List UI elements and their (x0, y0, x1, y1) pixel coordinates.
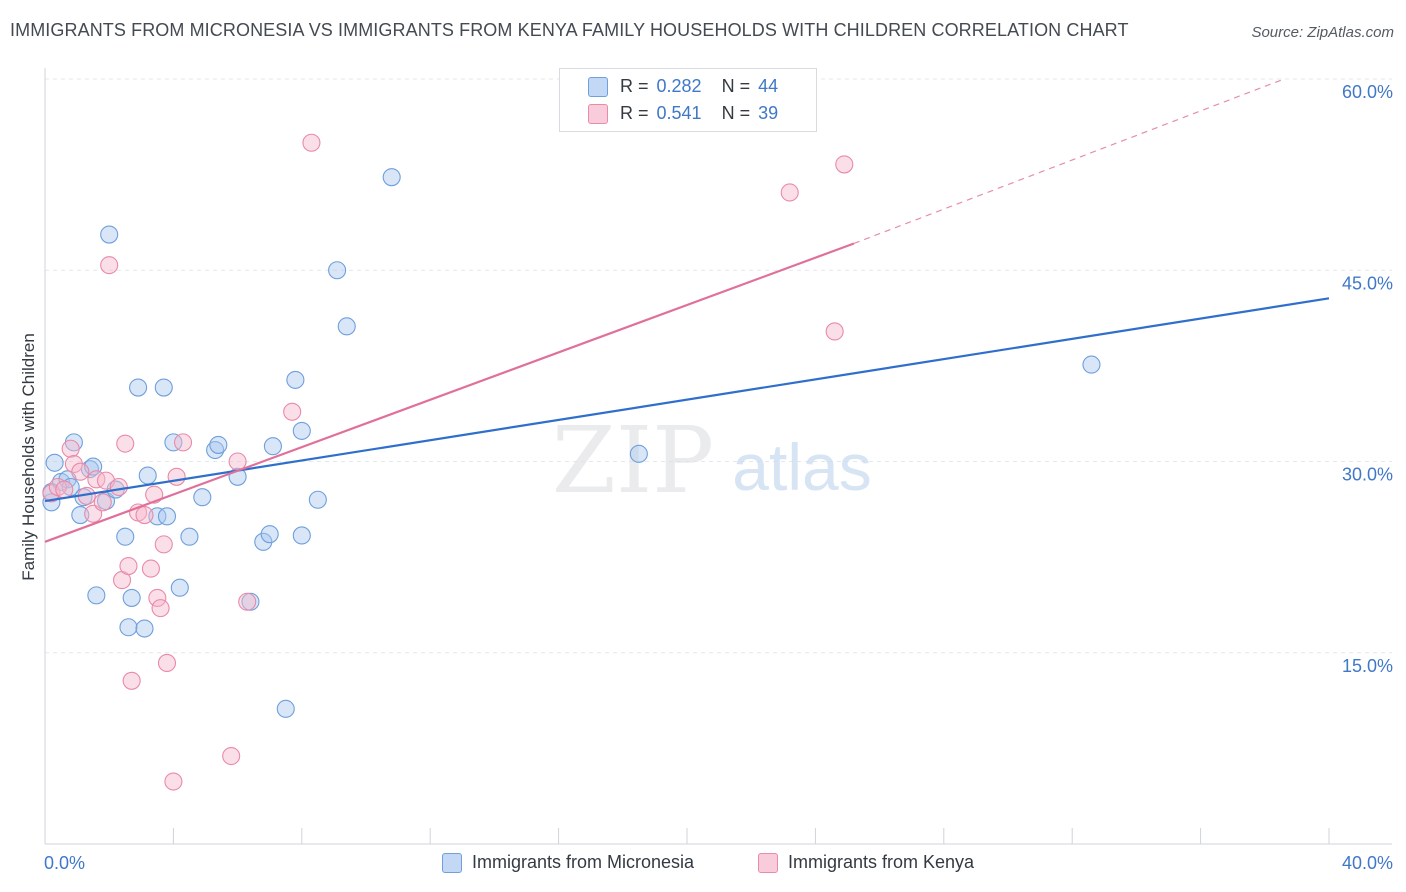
stats-r-label: R = (620, 103, 649, 123)
micronesia-point (122, 588, 141, 607)
x-tick-label: 40.0% (1342, 853, 1393, 873)
micronesia-point (209, 435, 228, 454)
micronesia-point (263, 437, 282, 456)
micronesia-point (129, 378, 148, 397)
micronesia-point (157, 507, 177, 526)
micronesia-point (328, 261, 347, 280)
series-legend: Immigrants from Micronesia Immigrants fr… (0, 850, 1406, 880)
micronesia-point (206, 440, 225, 460)
tick-labels: 15.0% 30.0% 45.0% 60.0% 0.0% 40.0% (44, 82, 1393, 873)
micronesia-point (116, 527, 135, 546)
micronesia-point (100, 225, 119, 244)
kenya-point (141, 559, 160, 578)
kenya-point (148, 588, 167, 607)
micronesia-point (193, 488, 212, 507)
stats-row-kenya: R = 0.541 N = 39 (588, 103, 778, 124)
watermark: ZIP atlas (552, 407, 872, 514)
trend-layer (44, 78, 1330, 543)
kenya-point (100, 256, 119, 275)
kenya-point (302, 133, 321, 152)
micronesia-point (292, 421, 311, 440)
kenya-point (157, 653, 177, 673)
stats-r-value: 0.282 (656, 76, 702, 96)
micronesia-point (119, 618, 138, 637)
y-tick-label: 15.0% (1342, 656, 1393, 676)
kenya-point (151, 599, 170, 618)
kenya-point (283, 402, 302, 421)
kenya-point (780, 183, 799, 202)
stats-row-micronesia: R = 0.282 N = 44 (588, 76, 778, 97)
kenya-point (71, 462, 90, 481)
stats-swatch-micronesia (588, 76, 608, 97)
kenya-point (64, 454, 83, 474)
micronesia-point (337, 317, 356, 336)
micronesia-point (1082, 355, 1101, 374)
micronesia-point (135, 619, 154, 638)
chart-title: IMMIGRANTS FROM MICRONESIA VS IMMIGRANTS… (10, 20, 1129, 40)
watermark-atlas: atlas (732, 430, 871, 504)
kenya-point (222, 746, 241, 766)
stats-n-value: 44 (758, 76, 779, 96)
micronesia-point (148, 507, 167, 526)
kenya-point (122, 671, 141, 690)
legend-swatch-micronesia (442, 852, 462, 873)
micronesia-point (154, 378, 173, 397)
micronesia-point (164, 433, 183, 452)
kenya-point (154, 535, 173, 554)
micronesia-point (308, 490, 327, 509)
axis-layer (44, 68, 1392, 845)
stats-r-label: R = (620, 76, 649, 96)
y-tick-label: 45.0% (1342, 273, 1393, 293)
y-tick-label: 30.0% (1342, 465, 1393, 485)
kenya-point (55, 480, 74, 499)
kenya-point (238, 592, 257, 611)
micronesia-point (180, 527, 199, 546)
micronesia-point (382, 168, 401, 187)
micronesia-point (45, 453, 64, 472)
stats-n-value: 39 (758, 103, 779, 123)
legend-label-micronesia: Immigrants from Micronesia (472, 852, 695, 872)
micronesia-point (138, 466, 157, 485)
source-credit: Source: ZipAtlas.com (1251, 24, 1394, 41)
kenya-point (119, 556, 138, 576)
x-tick-label: 0.0% (44, 853, 85, 873)
micronesia-point (260, 525, 279, 544)
legend-label-kenya: Immigrants from Kenya (788, 852, 975, 872)
micronesia-point (254, 532, 273, 551)
micronesia-point (629, 444, 648, 463)
micronesia-point (276, 699, 295, 718)
kenya-point (167, 467, 186, 486)
micronesia-point (71, 505, 90, 525)
micronesia-point (170, 578, 189, 597)
stats-n-label: N = (721, 103, 751, 123)
kenya-point (135, 505, 154, 525)
kenya-point (164, 772, 183, 791)
kenya-point (173, 433, 193, 452)
legend-item-micronesia[interactable]: Immigrants from Micronesia (442, 852, 694, 873)
y-axis-label: Family Households with Children (19, 333, 38, 581)
kenya-point (93, 493, 112, 512)
stats-n-label: N = (721, 76, 751, 96)
y-tick-label: 60.0% (1342, 82, 1393, 102)
kenya-trend-extension (853, 78, 1285, 245)
kenya-point (87, 470, 106, 489)
legend-item-kenya[interactable]: Immigrants from Kenya (758, 852, 974, 873)
points-layer (42, 133, 1101, 791)
stats-legend: R = 0.282 N = 44 R = 0.541 N = 39 (559, 68, 817, 132)
kenya-point (61, 439, 80, 458)
micronesia-point (87, 586, 106, 605)
micronesia-point (292, 526, 311, 545)
kenya-point (835, 155, 854, 174)
micronesia-point (286, 370, 305, 389)
stats-swatch-kenya (588, 103, 608, 124)
micronesia-trend-line (44, 297, 1330, 503)
stats-r-value: 0.541 (656, 103, 702, 123)
legend-swatch-kenya (758, 852, 778, 873)
kenya-point (825, 322, 844, 341)
kenya-trend-line (44, 242, 855, 543)
grid-layer (45, 78, 1392, 654)
kenya-point (116, 434, 135, 453)
kenya-point (109, 477, 128, 497)
